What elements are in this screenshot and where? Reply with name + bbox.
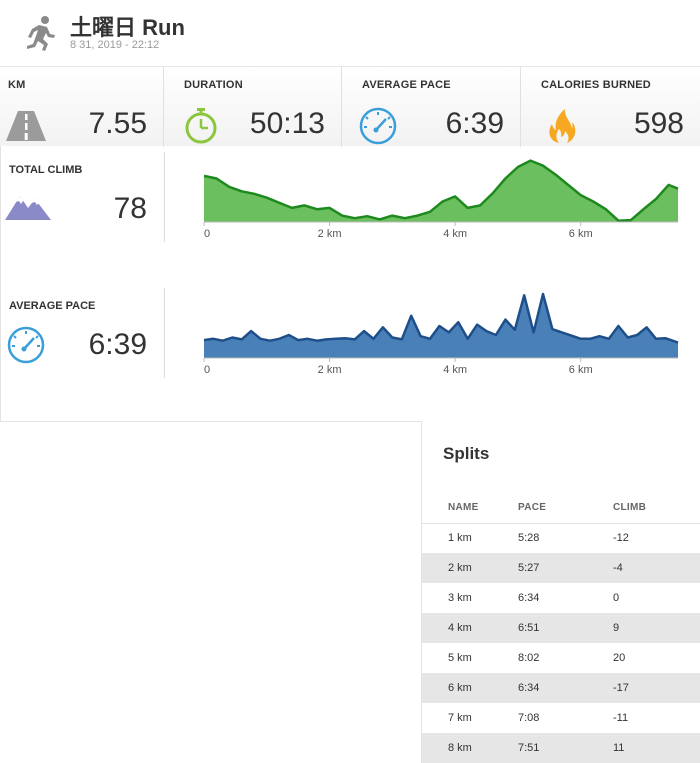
elevation-tick-label: 0 [204,228,210,240]
column-header-pace: PACE [518,493,613,524]
pace-area [204,294,678,358]
split-name: 5 km [448,652,472,664]
split-climb: 9 [613,613,700,643]
split-climb: -12 [613,532,629,545]
table-row: 3 km 6:34 0 [422,583,700,613]
split-name: 3 km [448,592,472,604]
split-name: 4 km [422,613,518,643]
split-climb: -17 [613,673,700,703]
split-name: 7 km [448,712,472,724]
elevation-tick-label: 2 km [318,228,342,240]
pace-chart-svg: 0 2 km 4 km 6 km [203,292,679,376]
column-header-name: NAME [422,493,518,524]
total-climb-value: 78 [113,192,147,225]
table-row: 5 km 8:02 20 [422,643,700,673]
split-climb: 20 [613,652,626,664]
split-pace: 8:02 [518,652,540,664]
column-header-climb: CLIMB [613,493,700,524]
stat-average-pace: AVERAGE PACE 6:39 [342,67,520,147]
split-climb: -11 [613,712,629,724]
left-border [0,146,1,421]
activity-title: 土曜日 Run [70,15,185,40]
split-climb: 0 [613,592,620,604]
split-pace: 5:27 [518,553,613,583]
activity-header: 土曜日 Run 8 31, 2019 - 22:12 [0,0,700,66]
elevation-line [203,159,679,222]
table-row: 1 km 5:28 -12 [422,523,700,553]
elevation-tick-label: 6 km [569,228,593,240]
stat-value: 6:39 [445,107,504,140]
stat-label: KM [8,79,26,91]
section-divider [0,421,700,422]
split-name: 1 km [448,532,472,545]
average-pace-panel: AVERAGE PACE 6:39 [0,288,165,378]
split-name: 6 km [422,673,518,703]
stat-divider [520,67,521,147]
splits-title: Splits [443,444,490,463]
stat-label: DURATION [184,79,243,91]
average-pace-label: AVERAGE PACE [9,300,96,312]
split-pace: 6:34 [518,592,540,604]
split-climb: 11 [613,733,700,763]
table-row: 7 km 7:08 -11 [422,703,700,733]
pace-line [203,292,679,344]
split-pace: 7:51 [518,733,613,763]
pace-tick-label: 4 km [443,364,467,376]
total-climb-panel: TOTAL CLIMB 78 [0,152,165,242]
flame-icon [549,109,576,143]
elevation-chart-svg: 0 2 km 4 km 6 km [203,159,679,240]
stats-row: KM 7.55 DURATION 50:13 AVERAGE PACE [0,66,700,147]
table-row: 6 km 6:34 -17 [422,673,700,703]
pace-tick-label: 6 km [569,364,593,376]
road-icon [6,111,46,141]
elevation-chart: 0 2 km 4 km 6 km [200,152,684,244]
running-person-icon [27,16,55,51]
split-pace: 7:08 [518,712,540,724]
stat-label: AVERAGE PACE [362,79,451,91]
total-climb-label: TOTAL CLIMB [9,164,83,176]
table-row: 2 km 5:27 -4 [422,553,700,583]
pace-tick-label: 0 [204,364,210,376]
splits-panel: Splits NAME PACE CLIMB 1 km 5:28 -12 2 km 5:… [421,421,700,763]
elevation-area [204,160,678,222]
speedometer-icon [359,107,397,145]
split-pace: 6:51 [518,613,613,643]
stat-value: 50:13 [249,107,325,140]
table-row: 4 km 6:51 9 [422,613,700,643]
stat-divider [163,67,164,147]
stat-calories: CALORIES BURNED 598 [521,67,700,147]
stat-distance: KM 7.55 [0,67,163,147]
split-pace: 5:28 [518,532,540,545]
pace-tick-label: 2 km [318,364,342,376]
table-row: 8 km 7:51 11 [422,733,700,763]
stat-value: 7.55 [88,107,147,140]
splits-header-row: NAME PACE CLIMB [422,493,700,524]
activity-date: 8 31, 2019 - 22:12 [70,39,160,51]
pace-chart: 0 2 km 4 km 6 km [200,288,684,380]
average-pace-value: 6:39 [88,328,147,361]
split-name: 2 km [422,553,518,583]
speedometer-icon [7,326,45,364]
splits-table: NAME PACE CLIMB 1 km 5:28 -12 2 km 5:27 -4 3 k… [422,493,700,763]
stat-label: CALORIES BURNED [541,79,651,91]
stat-value: 598 [633,107,684,140]
stopwatch-icon [185,108,217,144]
stat-duration: DURATION 50:13 [164,67,341,147]
stat-divider [341,67,342,147]
mountain-icon [5,196,51,220]
elevation-tick-label: 4 km [443,228,467,240]
split-climb: -4 [613,553,700,583]
split-name: 8 km [422,733,518,763]
split-pace: 6:34 [518,673,613,703]
